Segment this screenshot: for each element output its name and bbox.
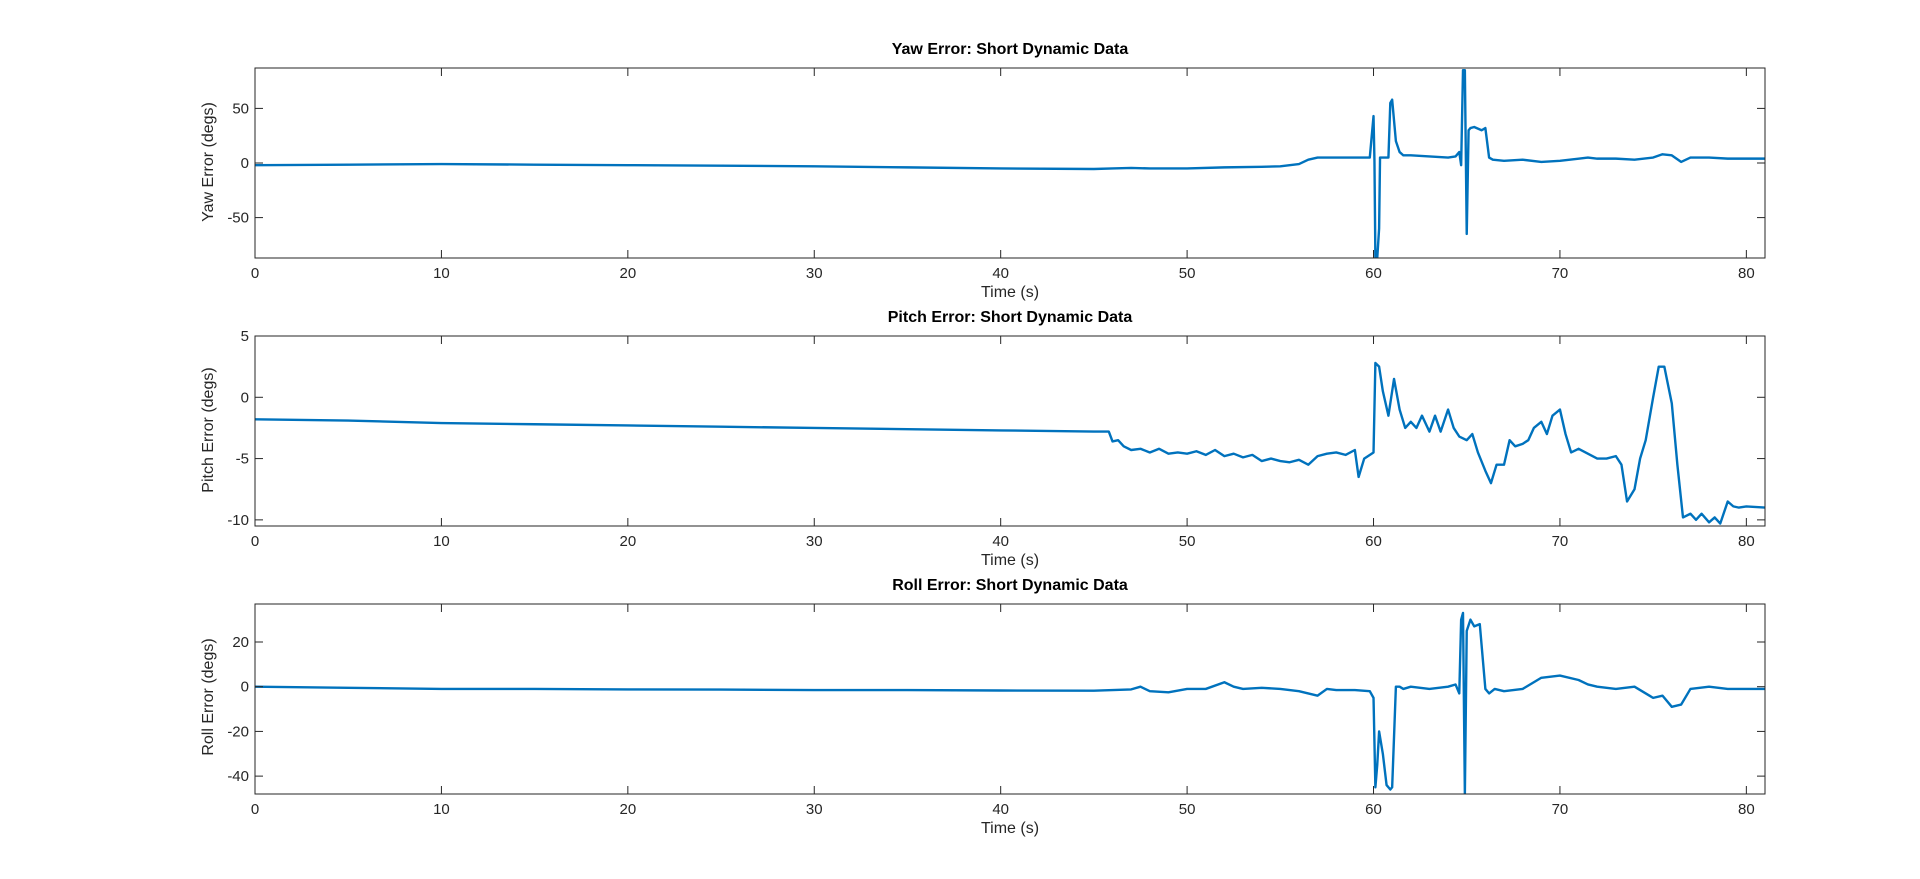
pitch-error-x-axis-label: Time (s) xyxy=(981,552,1039,569)
yaw-error-x-tick-label: 80 xyxy=(1738,265,1755,282)
yaw-error-x-tick-label: 40 xyxy=(992,265,1009,282)
pitch-error-y-tick-label: -10 xyxy=(227,512,249,529)
yaw-error-y-tick-label: 50 xyxy=(232,100,249,117)
yaw-error-x-tick-label: 20 xyxy=(619,265,636,282)
roll-error-title: Roll Error: Short Dynamic Data xyxy=(892,577,1128,594)
pitch-error-x-tick-label: 70 xyxy=(1552,533,1569,550)
roll-error-x-tick-label: 0 xyxy=(251,801,259,818)
yaw-error-y-tick-label: -50 xyxy=(227,210,249,227)
pitch-error-x-tick-label: 10 xyxy=(433,533,450,550)
roll-error-x-tick-label: 30 xyxy=(806,801,823,818)
yaw-error-y-tick-label: 0 xyxy=(241,155,249,172)
yaw-error-x-tick-label: 0 xyxy=(251,265,259,282)
yaw-error-series-line xyxy=(255,68,1765,258)
roll-error-x-tick-label: 50 xyxy=(1179,801,1196,818)
roll-error-y-axis-label: Roll Error (degs) xyxy=(200,638,217,755)
pitch-error-x-tick-label: 60 xyxy=(1365,533,1382,550)
pitch-error-x-tick-label: 20 xyxy=(619,533,636,550)
roll-error-y-tick-label: 0 xyxy=(241,679,249,696)
pitch-error-axes-box xyxy=(254,335,1766,527)
pitch-error-x-tick-label: 30 xyxy=(806,533,823,550)
pitch-error-x-tick-label: 80 xyxy=(1738,533,1755,550)
roll-error-x-tick-label: 10 xyxy=(433,801,450,818)
pitch-error-subplot: Pitch Error: Short Dynamic Data Time (s)… xyxy=(200,309,1766,569)
pitch-error-y-tick-label: -5 xyxy=(236,451,249,468)
roll-error-x-tick-label: 80 xyxy=(1738,801,1755,818)
roll-error-x-axis-label: Time (s) xyxy=(981,820,1039,837)
pitch-error-y-axis-label: Pitch Error (degs) xyxy=(200,367,217,492)
pitch-error-series-line xyxy=(255,361,1765,525)
roll-error-y-tick-label: 20 xyxy=(232,634,249,651)
roll-error-series-line xyxy=(255,611,1765,794)
roll-error-subplot: Roll Error: Short Dynamic Data Time (s) … xyxy=(200,577,1766,837)
yaw-error-x-axis-label: Time (s) xyxy=(981,284,1039,301)
yaw-error-title: Yaw Error: Short Dynamic Data xyxy=(892,41,1129,58)
roll-error-x-tick-label: 40 xyxy=(992,801,1009,818)
pitch-error-x-tick-label: 40 xyxy=(992,533,1009,550)
yaw-error-y-axis-label: Yaw Error (degs) xyxy=(200,102,217,222)
pitch-error-title: Pitch Error: Short Dynamic Data xyxy=(888,309,1133,326)
roll-error-y-tick-label: -40 xyxy=(227,768,249,785)
roll-error-x-tick-label: 20 xyxy=(619,801,636,818)
roll-error-x-tick-label: 70 xyxy=(1552,801,1569,818)
roll-error-x-tick-label: 60 xyxy=(1365,801,1382,818)
yaw-error-x-tick-label: 60 xyxy=(1365,265,1382,282)
roll-error-y-tick-label: -20 xyxy=(227,723,249,740)
yaw-error-x-tick-label: 10 xyxy=(433,265,450,282)
roll-error-axes-box xyxy=(254,603,1766,795)
pitch-error-x-tick-label: 0 xyxy=(251,533,259,550)
yaw-error-x-tick-label: 70 xyxy=(1552,265,1569,282)
pitch-error-y-tick-label: 5 xyxy=(241,328,249,345)
pitch-error-y-tick-label: 0 xyxy=(241,389,249,406)
yaw-error-x-tick-label: 30 xyxy=(806,265,823,282)
yaw-error-x-tick-label: 50 xyxy=(1179,265,1196,282)
pitch-error-x-tick-label: 50 xyxy=(1179,533,1196,550)
yaw-error-subplot: Yaw Error: Short Dynamic Data Time (s) Y… xyxy=(200,41,1766,301)
